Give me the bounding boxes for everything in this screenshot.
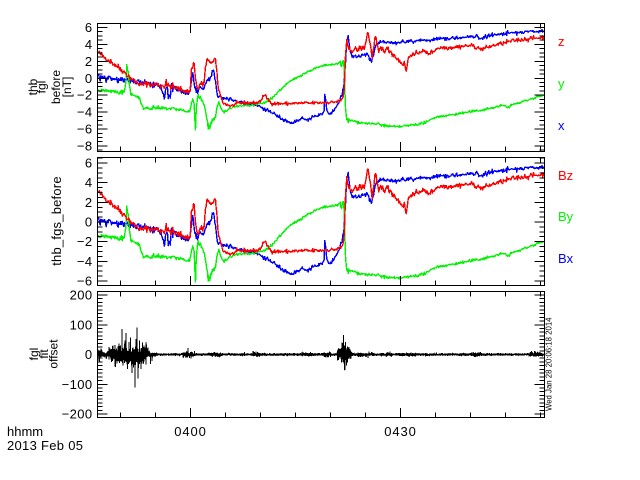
svg-text:−4: −4 bbox=[77, 105, 93, 120]
svg-text:hhmm: hhmm bbox=[7, 424, 43, 439]
svg-text:6: 6 bbox=[85, 20, 93, 35]
svg-text:Wed Jan 28 20:06:18 2014: Wed Jan 28 20:06:18 2014 bbox=[545, 317, 554, 411]
svg-text:offset: offset bbox=[47, 339, 61, 369]
svg-text:y: y bbox=[558, 76, 565, 91]
svg-text:−4: −4 bbox=[77, 254, 93, 269]
svg-text:fgl: fgl bbox=[35, 81, 49, 94]
svg-text:0: 0 bbox=[85, 215, 93, 230]
svg-text:2: 2 bbox=[85, 54, 93, 69]
svg-text:x: x bbox=[558, 118, 565, 133]
svg-text:Bz: Bz bbox=[558, 168, 573, 183]
svg-text:0: 0 bbox=[85, 71, 93, 86]
svg-text:fgl: fgl bbox=[27, 348, 41, 361]
svg-text:4: 4 bbox=[85, 37, 93, 52]
svg-text:4: 4 bbox=[85, 175, 93, 190]
svg-text:z: z bbox=[558, 34, 565, 49]
svg-text:6: 6 bbox=[85, 156, 93, 171]
svg-text:2: 2 bbox=[85, 195, 93, 210]
svg-text:By: By bbox=[558, 209, 574, 224]
svg-text:100: 100 bbox=[70, 317, 93, 332]
svg-text:0: 0 bbox=[85, 347, 93, 362]
svg-text:0400: 0400 bbox=[174, 424, 207, 439]
svg-text:2013 Feb 05: 2013 Feb 05 bbox=[7, 438, 83, 453]
svg-text:−200: −200 bbox=[62, 407, 93, 422]
svg-text:−2: −2 bbox=[77, 234, 93, 249]
svg-text:[nT]: [nT] bbox=[60, 77, 74, 98]
svg-text:−8: −8 bbox=[77, 138, 93, 153]
svg-text:0430: 0430 bbox=[384, 424, 417, 439]
svg-text:thb_fgs_before: thb_fgs_before bbox=[49, 176, 64, 266]
svg-text:thb: thb bbox=[26, 78, 40, 95]
svg-text:−100: −100 bbox=[62, 377, 93, 392]
svg-text:200: 200 bbox=[70, 288, 93, 303]
svg-text:−6: −6 bbox=[77, 122, 93, 137]
svg-text:before: before bbox=[49, 70, 63, 104]
svg-text:−2: −2 bbox=[77, 88, 93, 103]
svg-text:−6: −6 bbox=[77, 273, 93, 288]
svg-text:fit: fit bbox=[37, 349, 51, 359]
svg-text:Bx: Bx bbox=[558, 251, 574, 266]
